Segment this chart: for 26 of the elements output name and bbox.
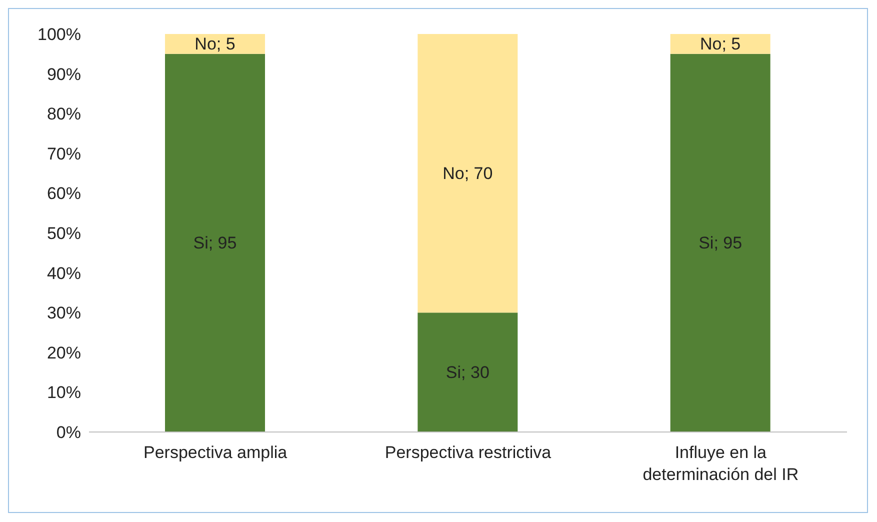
y-tick-label: 10% <box>46 383 81 402</box>
y-tick-label: 50% <box>46 224 81 244</box>
y-tick-label: 0% <box>56 423 81 442</box>
y-tick-label: 60% <box>46 184 81 204</box>
x-tick-label: Influye en la determinación del IR <box>642 443 799 484</box>
x-tick-label: Perspectiva amplia <box>144 443 288 462</box>
data-label: Si; 95 <box>698 233 742 252</box>
y-tick-label: 70% <box>46 144 81 164</box>
data-label: No; 5 <box>700 34 741 54</box>
y-tick-label: 30% <box>46 304 81 323</box>
bar <box>670 34 770 54</box>
y-tick-label: 20% <box>46 343 81 362</box>
data-label: Si; 30 <box>446 362 490 382</box>
data-label: No; 70 <box>442 164 493 183</box>
y-tick-label: 80% <box>46 104 81 124</box>
bar <box>418 312 518 432</box>
bar <box>165 34 265 54</box>
data-label: Si; 95 <box>193 233 237 252</box>
bar <box>670 54 770 432</box>
bar <box>418 34 518 313</box>
data-label: No; 5 <box>194 34 236 54</box>
bar <box>165 54 265 432</box>
x-tick-label: Perspectiva restrictiva <box>384 443 552 462</box>
y-tick-label: 40% <box>46 264 81 283</box>
y-tick-label: 100% <box>38 25 81 44</box>
y-tick-label: 90% <box>46 64 81 84</box>
